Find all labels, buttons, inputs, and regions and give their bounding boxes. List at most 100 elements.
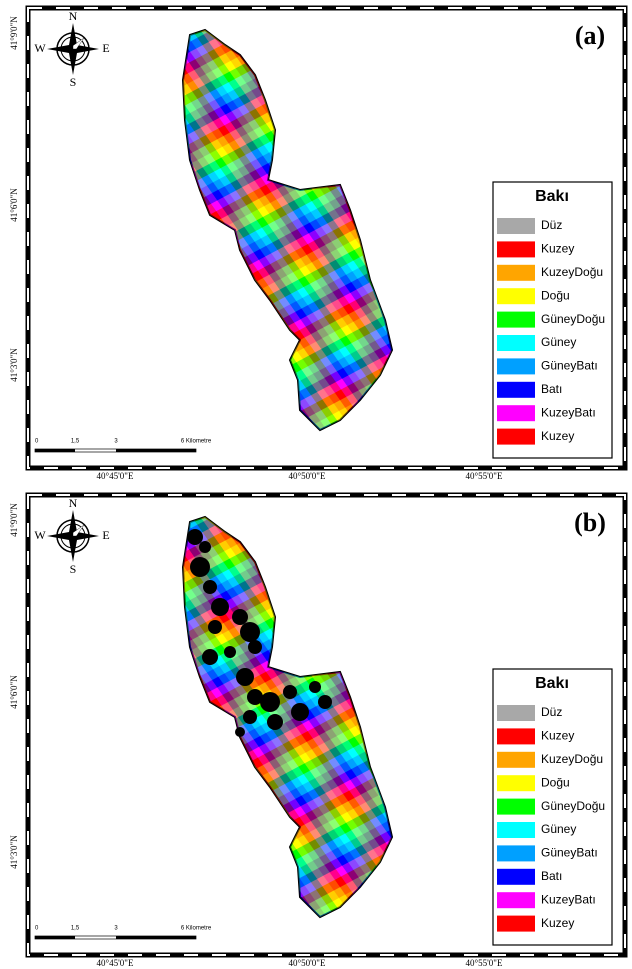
lat-label: 41°6'0"N [9, 188, 19, 222]
landslide [187, 529, 203, 545]
legend-label: KuzeyBatı [541, 405, 596, 419]
legend-label: Düz [541, 218, 562, 232]
legend-label: Güney [541, 822, 576, 836]
compass-letter: E [102, 41, 109, 55]
landslide [236, 668, 254, 686]
legend-swatch [497, 868, 535, 885]
legend-swatch [497, 822, 535, 838]
lat-label: 41°9'0"N [9, 503, 19, 537]
landslide [283, 685, 297, 699]
legend-label: GüneyDoğu [541, 312, 605, 326]
legend-swatch [497, 915, 535, 932]
map-panel: (a) N S W E 41°9'0"N 41°6'0"N 41°3'0"N 40°45'0"E… [9, 5, 628, 481]
compass-letter: N [69, 496, 78, 510]
scale-bar-seg [116, 936, 196, 939]
legend-swatch [497, 405, 535, 422]
landslide [240, 622, 260, 642]
panel-label: (a) [575, 21, 605, 50]
landslide [267, 714, 283, 730]
legend-swatch [497, 892, 535, 909]
legend-label: Kuzey [541, 429, 574, 443]
compass: N S W E [34, 496, 109, 576]
legend-swatch [497, 728, 535, 745]
legend-label: Batı [541, 382, 562, 396]
legend-label: Düz [541, 705, 562, 719]
legend-label: Doğu [541, 288, 570, 302]
lat-label: 41°9'0"N [9, 16, 19, 50]
legend-swatch [497, 428, 535, 445]
landslide [291, 703, 309, 721]
lon-label: 40°45'0"E [97, 471, 134, 481]
legend-swatch [497, 241, 535, 258]
legend-swatch [497, 311, 535, 328]
compass-letter: S [70, 75, 77, 89]
lon-label: 40°45'0"E [97, 958, 134, 968]
legend-label: Güney [541, 335, 576, 349]
legend-swatch [497, 288, 535, 305]
lon-label: 40°50'0"E [289, 471, 326, 481]
lon-label: 40°50'0"E [289, 958, 326, 968]
legend-swatch [497, 751, 535, 768]
legend-swatch [497, 845, 535, 862]
scale-label: 6 Kilometre [181, 926, 212, 932]
legend-label: Kuzey [541, 729, 574, 743]
legend-label: KuzeyDoğu [541, 752, 603, 766]
compass-letter: W [34, 41, 46, 55]
legend-swatch [497, 264, 535, 281]
compass-letter: N [69, 9, 78, 23]
legend-swatch [497, 705, 535, 721]
compass-star [72, 524, 85, 537]
compass-letter: W [34, 528, 46, 542]
legend-swatch [497, 335, 535, 351]
watershed-texture [183, 30, 392, 430]
landslide [199, 541, 211, 553]
legend-title: Bakı [535, 188, 569, 205]
legend-label: Doğu [541, 775, 570, 789]
scale-label: 1,5 [71, 926, 80, 932]
scale-label: 0 [35, 439, 39, 445]
landslide [224, 646, 236, 658]
legend-label: Batı [541, 869, 562, 883]
legend-swatch [497, 381, 535, 398]
legend-swatch [497, 358, 535, 375]
legend-label: GüneyDoğu [541, 799, 605, 813]
landslide [247, 689, 263, 705]
frame-checker [27, 494, 626, 956]
map-panel: (b) N S W E 41°9'0"N 41°6'0"N 41°3'0"N 40°45'0"E… [9, 492, 628, 968]
landslide [232, 609, 248, 625]
legend-swatch [497, 218, 535, 234]
lat-label: 41°6'0"N [9, 675, 19, 709]
legend-label: KuzeyBatı [541, 892, 596, 906]
landslide [260, 692, 280, 712]
lon-label: 40°55'0"E [466, 471, 503, 481]
lon-label: 40°55'0"E [466, 958, 503, 968]
scale-label: 0 [35, 926, 39, 932]
legend-title: Bakı [535, 675, 569, 692]
landslide [202, 649, 218, 665]
scale-bar-seg [35, 449, 75, 452]
scale-label: 3 [114, 926, 118, 932]
compass: N S W E [34, 9, 109, 89]
scale-bar-seg [116, 449, 196, 452]
landslide [211, 598, 229, 616]
legend-label: GüneyBatı [541, 359, 598, 373]
legend-label: GüneyBatı [541, 846, 598, 860]
lat-label: 41°3'0"N [9, 835, 19, 869]
legend-label: KuzeyDoğu [541, 265, 603, 279]
compass-letter: E [102, 528, 109, 542]
legend-label: Kuzey [541, 242, 574, 256]
legend-swatch [497, 775, 535, 792]
frame-checker [27, 7, 626, 469]
landslide [248, 640, 262, 654]
panel-label: (b) [574, 508, 606, 537]
scale-label: 3 [114, 439, 118, 445]
landslide [190, 557, 210, 577]
legend-label: Kuzey [541, 916, 574, 930]
scale-label: 6 Kilometre [181, 439, 212, 445]
landslide [208, 620, 222, 634]
scale-label: 1,5 [71, 439, 80, 445]
scale-bar-seg [35, 936, 75, 939]
landslide [309, 681, 321, 693]
compass-star [72, 37, 85, 50]
lat-label: 41°3'0"N [9, 348, 19, 382]
